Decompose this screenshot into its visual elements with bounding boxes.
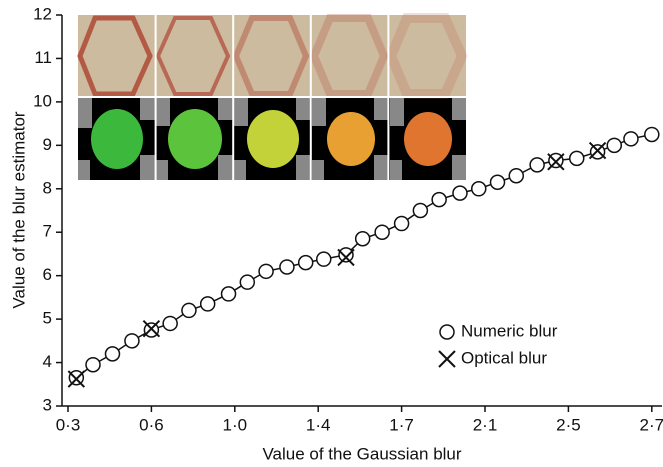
data-point — [337, 248, 355, 267]
y-tick-label: 11 — [34, 48, 52, 67]
x-axis-label: Value of the Gaussian blur — [262, 444, 461, 463]
data-point — [279, 259, 295, 275]
data-point — [67, 370, 86, 388]
data-point — [431, 191, 447, 208]
y-tick-label: 8 — [43, 178, 52, 197]
legend-label: Numeric blur — [461, 321, 558, 340]
y-tick-label: 7 — [43, 222, 52, 241]
data-point — [412, 202, 429, 219]
x-tick-label: 1·4 — [306, 415, 331, 434]
data-point — [104, 346, 121, 362]
x-tick-label: 0·3 — [56, 415, 81, 434]
y-tick-label: 4 — [43, 352, 52, 371]
legend-label: Optical blur — [461, 348, 547, 367]
data-point — [354, 230, 371, 247]
data-point — [623, 131, 639, 147]
y-tick-label: 10 — [33, 91, 52, 110]
data-point — [374, 224, 390, 240]
data-point — [85, 356, 101, 373]
x-tick-label: 2·7 — [640, 415, 663, 434]
data-point — [124, 333, 140, 349]
data-point — [606, 137, 623, 154]
inset-images — [77, 13, 468, 180]
data-point — [470, 181, 487, 197]
data-point — [162, 315, 178, 332]
data-point — [220, 286, 237, 302]
data-point — [568, 150, 585, 167]
data-point — [316, 251, 332, 267]
data-point — [338, 247, 354, 263]
data-point — [181, 302, 197, 319]
data-point — [239, 274, 256, 290]
legend-marker — [438, 350, 456, 368]
x-tick-label: 2·1 — [473, 415, 498, 434]
data-point — [142, 319, 161, 338]
data-point — [199, 296, 216, 312]
x-tick-label: 1·0 — [223, 415, 248, 434]
x-tick-label: 2·5 — [556, 415, 581, 434]
data-point — [588, 141, 607, 160]
y-tick-label: 3 — [43, 395, 52, 414]
data-point — [529, 157, 545, 173]
data-point — [452, 185, 468, 201]
y-tick-label: 5 — [43, 309, 52, 328]
legend-marker — [439, 324, 455, 340]
data-point — [644, 126, 660, 143]
data-point — [393, 215, 410, 232]
data-point — [508, 167, 525, 184]
data-point — [547, 153, 565, 171]
data-point — [258, 263, 274, 280]
data-point — [489, 174, 506, 191]
y-axis-label: Value of the blur estimator — [9, 111, 28, 309]
x-tick-label: 1·7 — [389, 415, 414, 434]
x-tick-label: 0·6 — [139, 415, 164, 434]
y-tick-label: 9 — [43, 135, 52, 154]
data-point — [297, 254, 314, 271]
y-tick-label: 12 — [33, 4, 52, 23]
y-tick-label: 6 — [43, 265, 52, 284]
